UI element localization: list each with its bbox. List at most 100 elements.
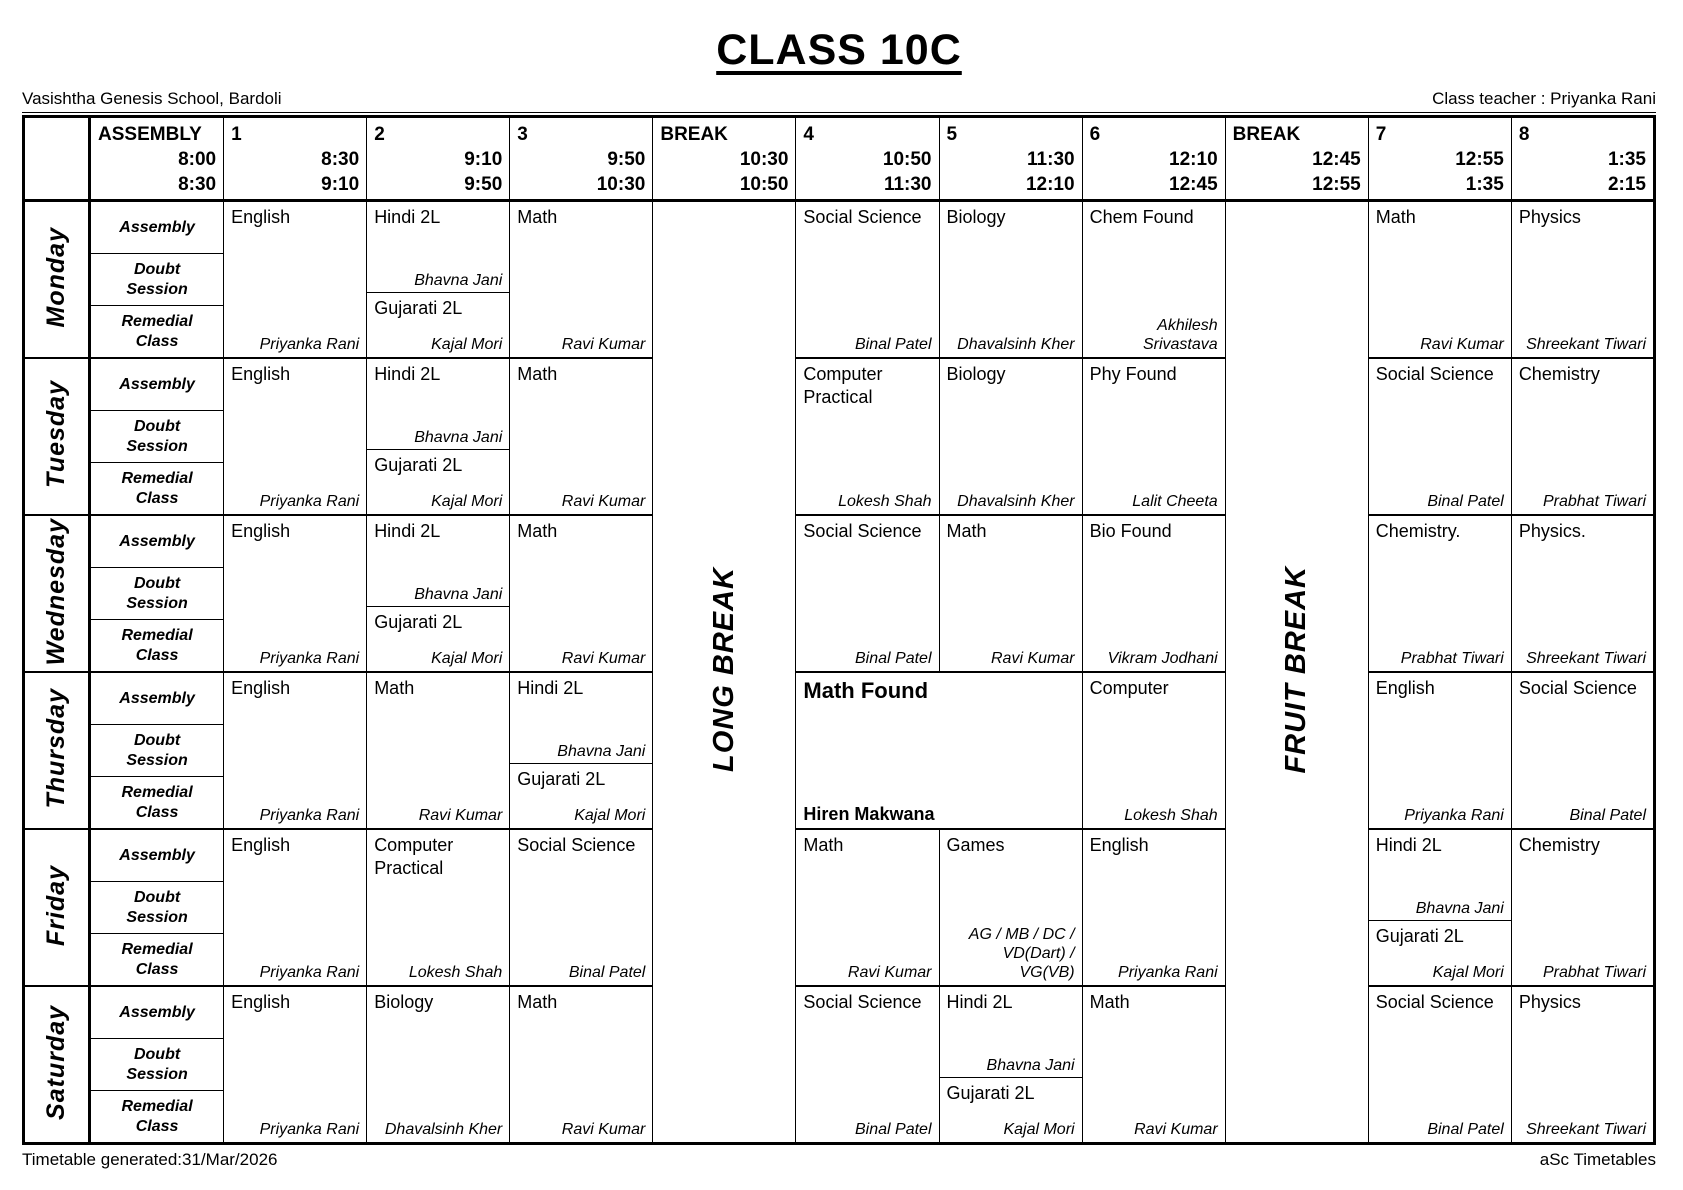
end-time: 8:30	[178, 174, 217, 196]
subject-label: Bio Found	[1089, 521, 1172, 542]
monday-day-cell: Monday	[22, 199, 92, 359]
activity-doubt-session: Doubt Session	[91, 725, 224, 778]
activity-assembly: Assembly	[91, 516, 224, 569]
header-col-5: 5 11:30 12:10	[938, 116, 1083, 203]
start-time: 10:50	[882, 149, 932, 171]
teacher-label: Kajal Mori	[1003, 1121, 1075, 1139]
subject-label: Math	[374, 678, 415, 699]
teacher-label: Priyanka Rani	[259, 1121, 360, 1139]
end-time: 11:30	[883, 174, 932, 196]
saturday-p4-cell: Social Science Binal Patel	[795, 985, 940, 1145]
activity-doubt-session: Doubt Session	[91, 411, 224, 464]
subject-label: Math	[1375, 207, 1416, 228]
subject-label: Math	[517, 521, 558, 542]
tuesday-p1-cell: English Priyanka Rani	[223, 357, 368, 516]
subject-label: English	[231, 207, 291, 228]
thursday-p8-cell: Social Science Binal Patel	[1510, 671, 1656, 830]
day-name-label: Friday	[42, 864, 71, 946]
friday-p3-cell: Social Science Binal Patel	[509, 828, 654, 987]
teacher-label: Hiren Makwana	[803, 803, 935, 824]
activity-doubt-session: Doubt Session	[91, 568, 224, 621]
column-label: BREAK	[660, 124, 728, 146]
teacher-label: Bhavna Jani	[414, 586, 503, 604]
teacher-label: Shreekant Tiwari	[1526, 1121, 1646, 1139]
subject-label: Games	[946, 835, 1005, 856]
monday-p6-cell: Chem Found Akhilesh Srivastava	[1081, 199, 1226, 359]
split-bottom: Gujarati 2L Kajal Mori	[1369, 921, 1511, 985]
day-name-label: Saturday	[42, 1004, 71, 1120]
split-bottom: Gujarati 2L Kajal Mori	[510, 764, 652, 828]
header-col-break-1: BREAK 10:30 10:50	[652, 116, 797, 203]
saturday-p8-cell: Physics Shreekant Tiwari	[1510, 985, 1656, 1145]
split-bottom: Gujarati 2L Kajal Mori	[940, 1078, 1082, 1142]
start-time: 9:10	[464, 149, 503, 171]
monday-p5-cell: Biology Dhavalsinh Kher	[938, 199, 1083, 359]
friday-assembly-cell: Assembly Doubt Session Remedial Class	[89, 828, 225, 987]
activity-remedial-class: Remedial Class	[121, 626, 193, 664]
activity-remedial-class: Remedial Class	[121, 1097, 193, 1135]
wednesday-p4-cell: Social Science Binal Patel	[795, 514, 940, 673]
start-time: 11:30	[1027, 149, 1075, 171]
activity-remedial-class: Remedial Class	[121, 469, 193, 507]
friday-day-cell: Friday	[22, 828, 92, 987]
activity-remedial-class: Remedial Class	[121, 940, 193, 978]
subject-label: Math	[803, 835, 844, 856]
subject-label: Biology	[374, 992, 434, 1013]
day-row-saturday: Saturday Assembly Doubt Session Remedial…	[22, 985, 1656, 1145]
end-time: 9:50	[464, 174, 503, 196]
teacher-label: Shreekant Tiwari	[1526, 336, 1646, 354]
subject-label: Social Science	[1375, 992, 1494, 1013]
games-group-label: AG / MB / DC / VD(Dart) / VG(VB)	[968, 925, 1075, 982]
teacher-label: Shreekant Tiwari	[1526, 650, 1646, 668]
split-bottom: Gujarati 2L Kajal Mori	[367, 607, 509, 671]
split-top: Hindi 2L Bhavna Jani	[367, 202, 510, 294]
activity-remedial-class: Remedial Class	[121, 312, 193, 350]
teacher-label: Bhavna Jani	[557, 743, 646, 761]
thursday-p2-cell: Math Ravi Kumar	[366, 671, 511, 830]
saturday-p1-cell: English Priyanka Rani	[223, 985, 368, 1145]
column-label: ASSEMBLY	[98, 124, 202, 146]
teacher-label: Akhilesh Srivastava	[1142, 316, 1218, 354]
column-label: 3	[517, 124, 528, 146]
header-row: ASSEMBLY 8:00 8:30 1 8:30 9:10 2 9:10 9:…	[22, 116, 1656, 203]
subject-label: Hindi 2L	[517, 678, 584, 699]
day-row-monday: Monday Assembly Doubt Session Remedial C…	[22, 199, 1656, 1145]
subject-label: English	[231, 521, 291, 542]
wednesday-p7-cell: Chemistry. Prabhat Tiwari	[1367, 514, 1512, 673]
tuesday-p4-cell: Computer Practical Lokesh Shah	[795, 357, 940, 516]
subject-label: Math	[517, 364, 558, 385]
thursday-day-cell: Thursday	[22, 671, 92, 830]
subject-label: Gujarati 2L	[374, 298, 463, 319]
teacher-label: Dhavalsinh Kher	[384, 1121, 503, 1139]
subject-label: Phy Found	[1089, 364, 1177, 385]
subject-label: Chemistry.	[1375, 521, 1461, 542]
split-top: Hindi 2L Bhavna Jani	[1368, 830, 1511, 922]
footer-brand: aSc Timetables	[1539, 1150, 1656, 1170]
subject-label: Gujarati 2L	[946, 1083, 1035, 1104]
teacher-label: Priyanka Rani	[259, 336, 360, 354]
header-col-2: 2 9:10 9:50	[366, 116, 511, 203]
subject-label: Gujarati 2L	[374, 612, 463, 633]
subject-label: Social Science	[803, 521, 922, 542]
tuesday-p2-cell: Hindi 2L Bhavna Jani Gujarati 2L Kajal M…	[366, 357, 511, 516]
tuesday-p8-cell: Chemistry Prabhat Tiwari	[1510, 357, 1656, 516]
day-row-friday: Friday Assembly Doubt Session Remedial C…	[22, 828, 1656, 987]
activity-assembly: Assembly	[91, 987, 224, 1040]
header-col-1: 1 8:30 9:10	[223, 116, 368, 203]
tuesday-p3-cell: Math Ravi Kumar	[509, 357, 654, 516]
day-row-thursday: Thursday Assembly Doubt Session Remedial…	[22, 671, 1656, 830]
start-time: 12:45	[1312, 149, 1361, 171]
saturday-p5-cell: Hindi 2L Bhavna Jani Gujarati 2L Kajal M…	[938, 985, 1083, 1145]
teacher-label: Ravi Kumar	[561, 650, 646, 668]
wednesday-p5-cell: Math Ravi Kumar	[938, 514, 1083, 673]
subject-label: Biology	[946, 207, 1006, 228]
start-time: 12:55	[1455, 149, 1504, 171]
subject-label: Physics	[1518, 207, 1581, 228]
teacher-label: Priyanka Rani	[259, 807, 360, 825]
monday-p7-cell: Math Ravi Kumar	[1367, 199, 1512, 359]
split-top: Hindi 2L Bhavna Jani	[510, 673, 653, 765]
teacher-label: Ravi Kumar	[561, 336, 646, 354]
teacher-label: Priyanka Rani	[1404, 807, 1504, 825]
teacher-label: Lokesh Shah	[838, 493, 932, 511]
teacher-label: Priyanka Rani	[1118, 964, 1218, 982]
